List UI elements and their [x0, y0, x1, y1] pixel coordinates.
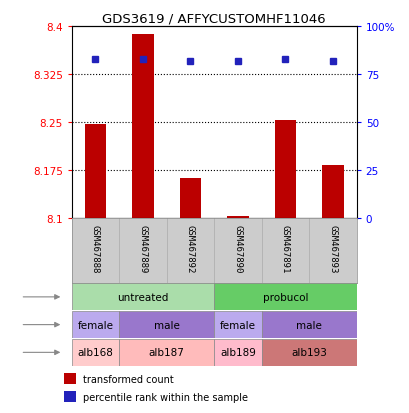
Text: alb193: alb193	[290, 347, 326, 358]
Bar	[261, 339, 356, 366]
Bar	[261, 311, 356, 338]
Text: male: male	[296, 320, 321, 330]
Text: female: female	[77, 320, 113, 330]
Text: GSM467893: GSM467893	[328, 224, 337, 272]
Bar	[132, 35, 153, 219]
Bar	[180, 178, 201, 219]
Bar	[72, 311, 119, 338]
Text: alb189: alb189	[220, 347, 255, 358]
Bar	[63, 392, 76, 402]
Text: transformed count: transformed count	[83, 374, 174, 384]
Text: GSM467891: GSM467891	[280, 224, 289, 272]
Bar	[321, 166, 343, 219]
Bar	[213, 339, 261, 366]
Text: untreated: untreated	[117, 292, 168, 302]
Bar	[274, 120, 295, 219]
Bar	[85, 125, 106, 219]
Text: alb187: alb187	[148, 347, 184, 358]
Text: GSM467892: GSM467892	[186, 224, 195, 272]
Text: GSM467889: GSM467889	[138, 224, 147, 272]
Text: GSM467890: GSM467890	[233, 224, 242, 272]
Text: female: female	[220, 320, 255, 330]
Text: percentile rank within the sample: percentile rank within the sample	[83, 392, 248, 401]
Bar	[213, 284, 356, 311]
Text: male: male	[153, 320, 179, 330]
Text: probucol: probucol	[262, 292, 308, 302]
Bar	[119, 339, 213, 366]
Bar	[72, 284, 213, 311]
Bar	[227, 217, 248, 219]
Bar	[63, 373, 76, 384]
Bar	[72, 339, 119, 366]
Text: GSM467888: GSM467888	[91, 224, 100, 272]
Text: alb168: alb168	[77, 347, 113, 358]
Bar	[119, 311, 213, 338]
Bar	[213, 311, 261, 338]
Title: GDS3619 / AFFYCUSTOMHF11046: GDS3619 / AFFYCUSTOMHF11046	[102, 13, 325, 26]
